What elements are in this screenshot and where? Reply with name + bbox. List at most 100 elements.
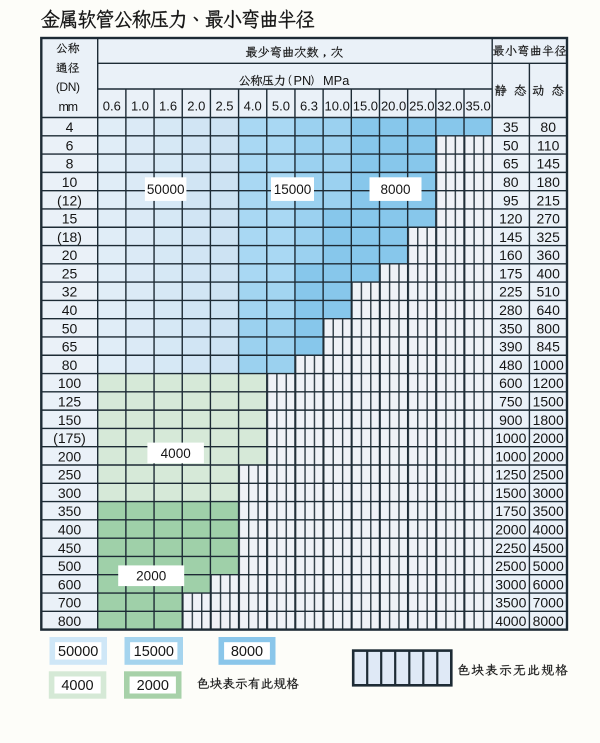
svg-text:2500: 2500 (495, 558, 526, 574)
svg-text:3000: 3000 (533, 485, 564, 501)
svg-text:2000: 2000 (495, 522, 526, 538)
svg-text:350: 350 (58, 503, 82, 519)
svg-text:4000: 4000 (61, 678, 93, 694)
svg-text:4.0: 4.0 (244, 99, 262, 114)
svg-text:(18): (18) (57, 229, 82, 245)
svg-text:510: 510 (537, 284, 561, 300)
svg-text:145: 145 (499, 229, 523, 245)
svg-text:4: 4 (66, 119, 74, 135)
svg-text:2.5: 2.5 (215, 99, 233, 114)
svg-text:325: 325 (537, 229, 561, 245)
svg-text:80: 80 (503, 174, 519, 190)
svg-text:10.0: 10.0 (325, 99, 350, 114)
svg-text:4000: 4000 (161, 446, 191, 461)
svg-text:20.0: 20.0 (381, 99, 406, 114)
svg-text:PN: PN (294, 73, 312, 88)
svg-text:2250: 2250 (495, 540, 526, 556)
svg-text:3500: 3500 (533, 503, 564, 519)
svg-text:50000: 50000 (58, 644, 98, 660)
svg-text:250: 250 (58, 467, 82, 483)
svg-text:80: 80 (540, 119, 556, 135)
svg-text:7000: 7000 (533, 595, 564, 611)
svg-text:35.0: 35.0 (465, 99, 490, 114)
svg-text:4000: 4000 (533, 522, 564, 538)
svg-text:4500: 4500 (533, 540, 564, 556)
svg-text:40: 40 (62, 302, 78, 318)
svg-text:0.6: 0.6 (103, 99, 121, 114)
svg-text:20: 20 (62, 247, 78, 263)
svg-text:65: 65 (503, 156, 519, 172)
svg-text:1.6: 1.6 (159, 99, 177, 114)
svg-text:175: 175 (499, 266, 523, 282)
svg-text:32.0: 32.0 (437, 99, 462, 114)
svg-text:50000: 50000 (147, 182, 185, 197)
svg-text:10: 10 (62, 174, 78, 190)
svg-text:600: 600 (499, 375, 523, 391)
svg-text:215: 215 (537, 192, 561, 208)
svg-text:6000: 6000 (533, 576, 564, 592)
svg-text:65: 65 (62, 339, 78, 355)
svg-text:300: 300 (58, 485, 82, 501)
svg-text:25: 25 (62, 266, 78, 282)
svg-text:845: 845 (537, 339, 561, 355)
svg-text:160: 160 (499, 247, 523, 263)
svg-text:8000: 8000 (380, 182, 410, 197)
svg-text:800: 800 (537, 320, 561, 336)
svg-text:5000: 5000 (533, 558, 564, 574)
svg-text:1000: 1000 (495, 430, 526, 446)
svg-text:120: 120 (499, 211, 523, 227)
svg-text:2000: 2000 (136, 569, 166, 584)
svg-text:1750: 1750 (495, 503, 526, 519)
svg-text:2.0: 2.0 (187, 99, 205, 114)
svg-text:35: 35 (503, 119, 519, 135)
svg-text:1500: 1500 (495, 485, 526, 501)
svg-text:50: 50 (503, 137, 519, 153)
svg-text:1800: 1800 (533, 412, 564, 428)
svg-text:400: 400 (58, 522, 82, 538)
svg-text:2500: 2500 (533, 467, 564, 483)
svg-text:800: 800 (58, 613, 82, 629)
svg-text:350: 350 (499, 320, 523, 336)
svg-text:50: 50 (62, 320, 78, 336)
svg-text:2000: 2000 (533, 448, 564, 464)
svg-text:110: 110 (537, 137, 560, 153)
svg-text:1200: 1200 (533, 375, 564, 391)
svg-text:1500: 1500 (533, 394, 564, 410)
svg-text:15000: 15000 (134, 644, 174, 660)
svg-text:145: 145 (537, 156, 561, 172)
svg-text:MPa: MPa (323, 73, 350, 88)
svg-text:5.0: 5.0 (272, 99, 290, 114)
svg-text:2000: 2000 (137, 678, 169, 694)
svg-text:25.0: 25.0 (409, 99, 434, 114)
svg-text:1000: 1000 (495, 448, 526, 464)
svg-text:500: 500 (58, 558, 82, 574)
svg-text:8000: 8000 (533, 613, 564, 629)
svg-text:95: 95 (503, 192, 519, 208)
svg-text:450: 450 (58, 540, 82, 556)
svg-text:mm: mm (58, 100, 77, 114)
svg-text:180: 180 (537, 174, 561, 190)
svg-text:640: 640 (537, 302, 561, 318)
svg-text:100: 100 (58, 375, 82, 391)
svg-text:150: 150 (58, 412, 82, 428)
svg-text:2000: 2000 (533, 430, 564, 446)
svg-text:1250: 1250 (495, 467, 526, 483)
svg-text:480: 480 (499, 357, 523, 373)
svg-text:1000: 1000 (533, 357, 564, 373)
svg-text:8: 8 (66, 156, 74, 172)
svg-text:280: 280 (499, 302, 523, 318)
svg-text:15: 15 (62, 211, 78, 227)
svg-text:1.0: 1.0 (131, 99, 149, 114)
svg-text:225: 225 (499, 284, 523, 300)
svg-text:15.0: 15.0 (353, 99, 378, 114)
svg-text:270: 270 (537, 211, 561, 227)
svg-text:600: 600 (58, 576, 82, 592)
svg-text:80: 80 (62, 357, 78, 373)
svg-text:8000: 8000 (231, 644, 263, 660)
svg-text:360: 360 (537, 247, 561, 263)
svg-text:125: 125 (58, 394, 82, 410)
svg-text:750: 750 (499, 394, 523, 410)
svg-text:700: 700 (58, 595, 82, 611)
svg-text:(12): (12) (57, 192, 82, 208)
svg-text:32: 32 (62, 284, 78, 300)
